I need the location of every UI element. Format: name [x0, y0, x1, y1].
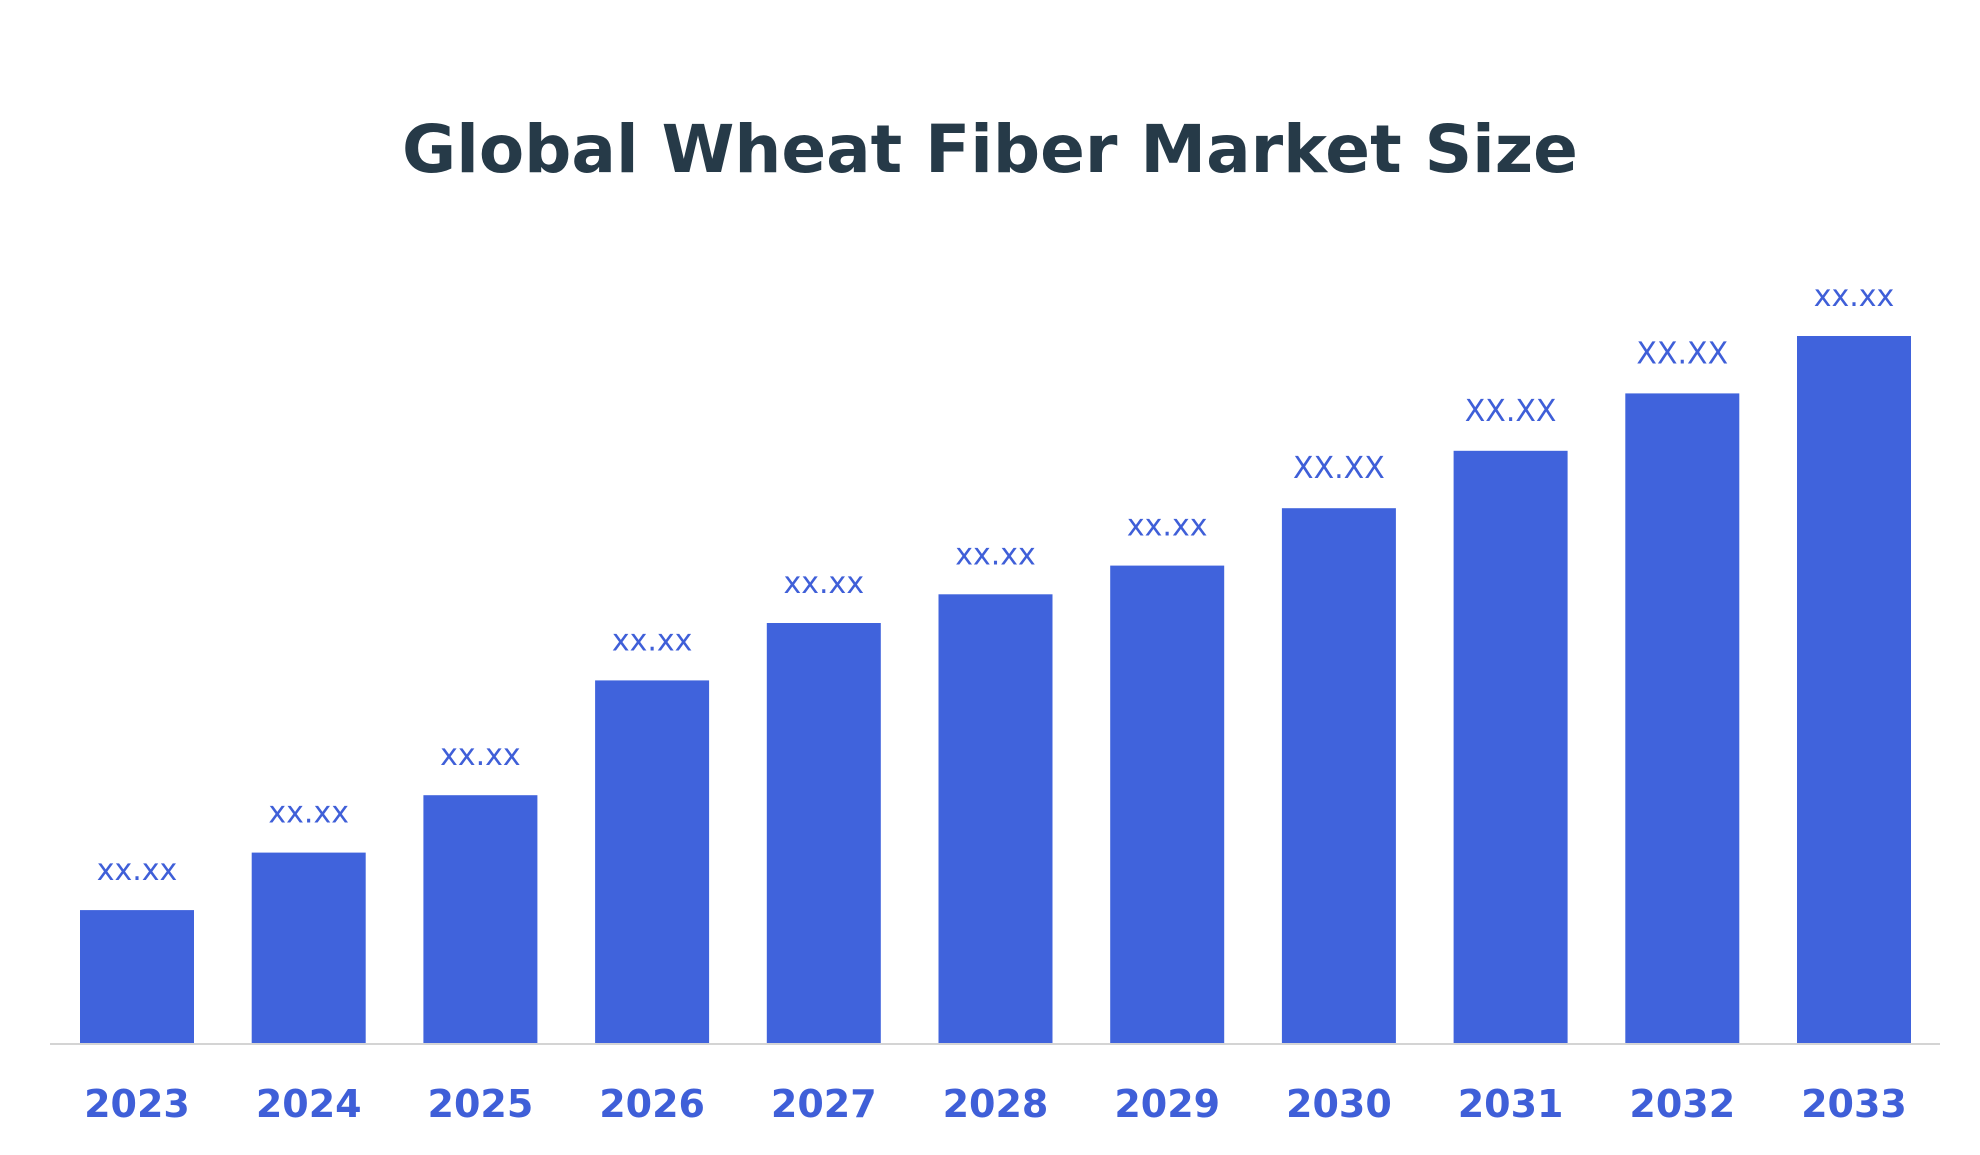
x-tick-label-2030: 2030: [1286, 1082, 1392, 1126]
value-label-2030: XX.XX: [1293, 451, 1385, 486]
bar-2033: [1797, 336, 1911, 1044]
value-label-2024: xx.xx: [268, 796, 349, 831]
x-tick-label-2033: 2033: [1801, 1082, 1907, 1126]
x-tick-label-2029: 2029: [1114, 1082, 1220, 1126]
bar-2028: [938, 594, 1053, 1044]
value-label-2032: XX.XX: [1636, 336, 1728, 371]
value-labels-layer: xx.xx xx.xx xx.xx xx.xx xx.xx xx.xx xx.xx XX.XX…: [97, 279, 1895, 888]
value-label-2027: xx.xx: [784, 566, 865, 601]
bar-2027: [766, 623, 881, 1044]
bar-2030: [1281, 508, 1396, 1044]
chart-title: Global Wheat Fiber Market Size: [402, 111, 1578, 188]
bar-2025: [423, 795, 538, 1044]
bar-2024: [251, 852, 366, 1044]
x-tick-label-2024: 2024: [256, 1082, 362, 1126]
x-tick-labels: 2023 2024 2025 2026 2027 2028 2029 2030 2031 2032…: [84, 1082, 1907, 1126]
value-label-2029: xx.xx: [1127, 509, 1208, 544]
x-tick-label-2025: 2025: [428, 1082, 534, 1126]
value-label-2025: xx.xx: [440, 738, 521, 773]
bar-2026: [595, 680, 710, 1044]
bar-2032: [1625, 393, 1740, 1044]
bar-2029: [1110, 565, 1225, 1044]
value-label-2031: XX.XX: [1465, 394, 1557, 429]
x-tick-label-2026: 2026: [599, 1082, 705, 1126]
x-tick-label-2032: 2032: [1629, 1082, 1735, 1126]
value-label-2026: xx.xx: [612, 623, 693, 658]
x-tick-label-2031: 2031: [1458, 1082, 1564, 1126]
value-label-2033: xx.xx: [1814, 279, 1895, 314]
x-tick-label-2027: 2027: [771, 1082, 877, 1126]
bars-layer: [80, 336, 1911, 1044]
bar-2031: [1453, 450, 1568, 1044]
bar-2023: [80, 910, 194, 1044]
value-label-2028: xx.xx: [955, 537, 1036, 572]
value-label-2023: xx.xx: [97, 853, 178, 888]
x-tick-label-2023: 2023: [84, 1082, 190, 1126]
x-tick-label-2028: 2028: [943, 1082, 1049, 1126]
